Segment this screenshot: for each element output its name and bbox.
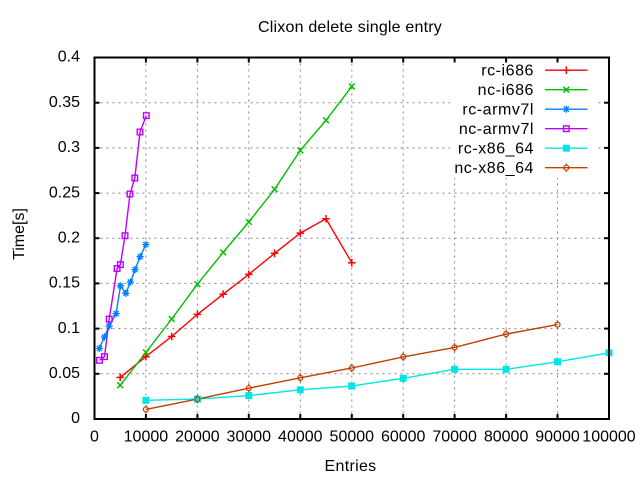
svg-text:90000: 90000 [535,429,580,446]
svg-text:10000: 10000 [124,429,169,446]
svg-text:Entries: Entries [325,458,377,475]
svg-text:0.25: 0.25 [49,184,80,201]
svg-text:0.35: 0.35 [49,94,80,111]
svg-text:nc-armv7l: nc-armv7l [459,121,534,138]
svg-text:60000: 60000 [381,429,426,446]
svg-text:0.1: 0.1 [58,320,80,337]
svg-text:Clixon delete single entry: Clixon delete single entry [258,19,442,36]
svg-text:50000: 50000 [330,429,375,446]
svg-text:30000: 30000 [227,429,272,446]
svg-text:100000: 100000 [582,429,635,446]
svg-text:0.4: 0.4 [58,49,80,66]
svg-text:0: 0 [71,410,80,427]
svg-text:nc-x86_64: nc-x86_64 [454,160,534,177]
svg-text:0.05: 0.05 [49,365,80,382]
svg-text:rc-x86_64: rc-x86_64 [458,141,534,158]
svg-text:0.2: 0.2 [58,229,80,246]
svg-text:Time[s]: Time[s] [11,208,28,260]
svg-text:0: 0 [90,429,99,446]
svg-text:nc-i686: nc-i686 [478,82,534,99]
svg-text:40000: 40000 [278,429,323,446]
svg-text:rc-i686: rc-i686 [481,63,534,80]
svg-text:80000: 80000 [484,429,529,446]
svg-text:rc-armv7l: rc-armv7l [462,102,534,119]
svg-text:0.3: 0.3 [58,139,80,156]
svg-text:0.15: 0.15 [49,275,80,292]
svg-text:20000: 20000 [175,429,220,446]
svg-text:70000: 70000 [432,429,477,446]
